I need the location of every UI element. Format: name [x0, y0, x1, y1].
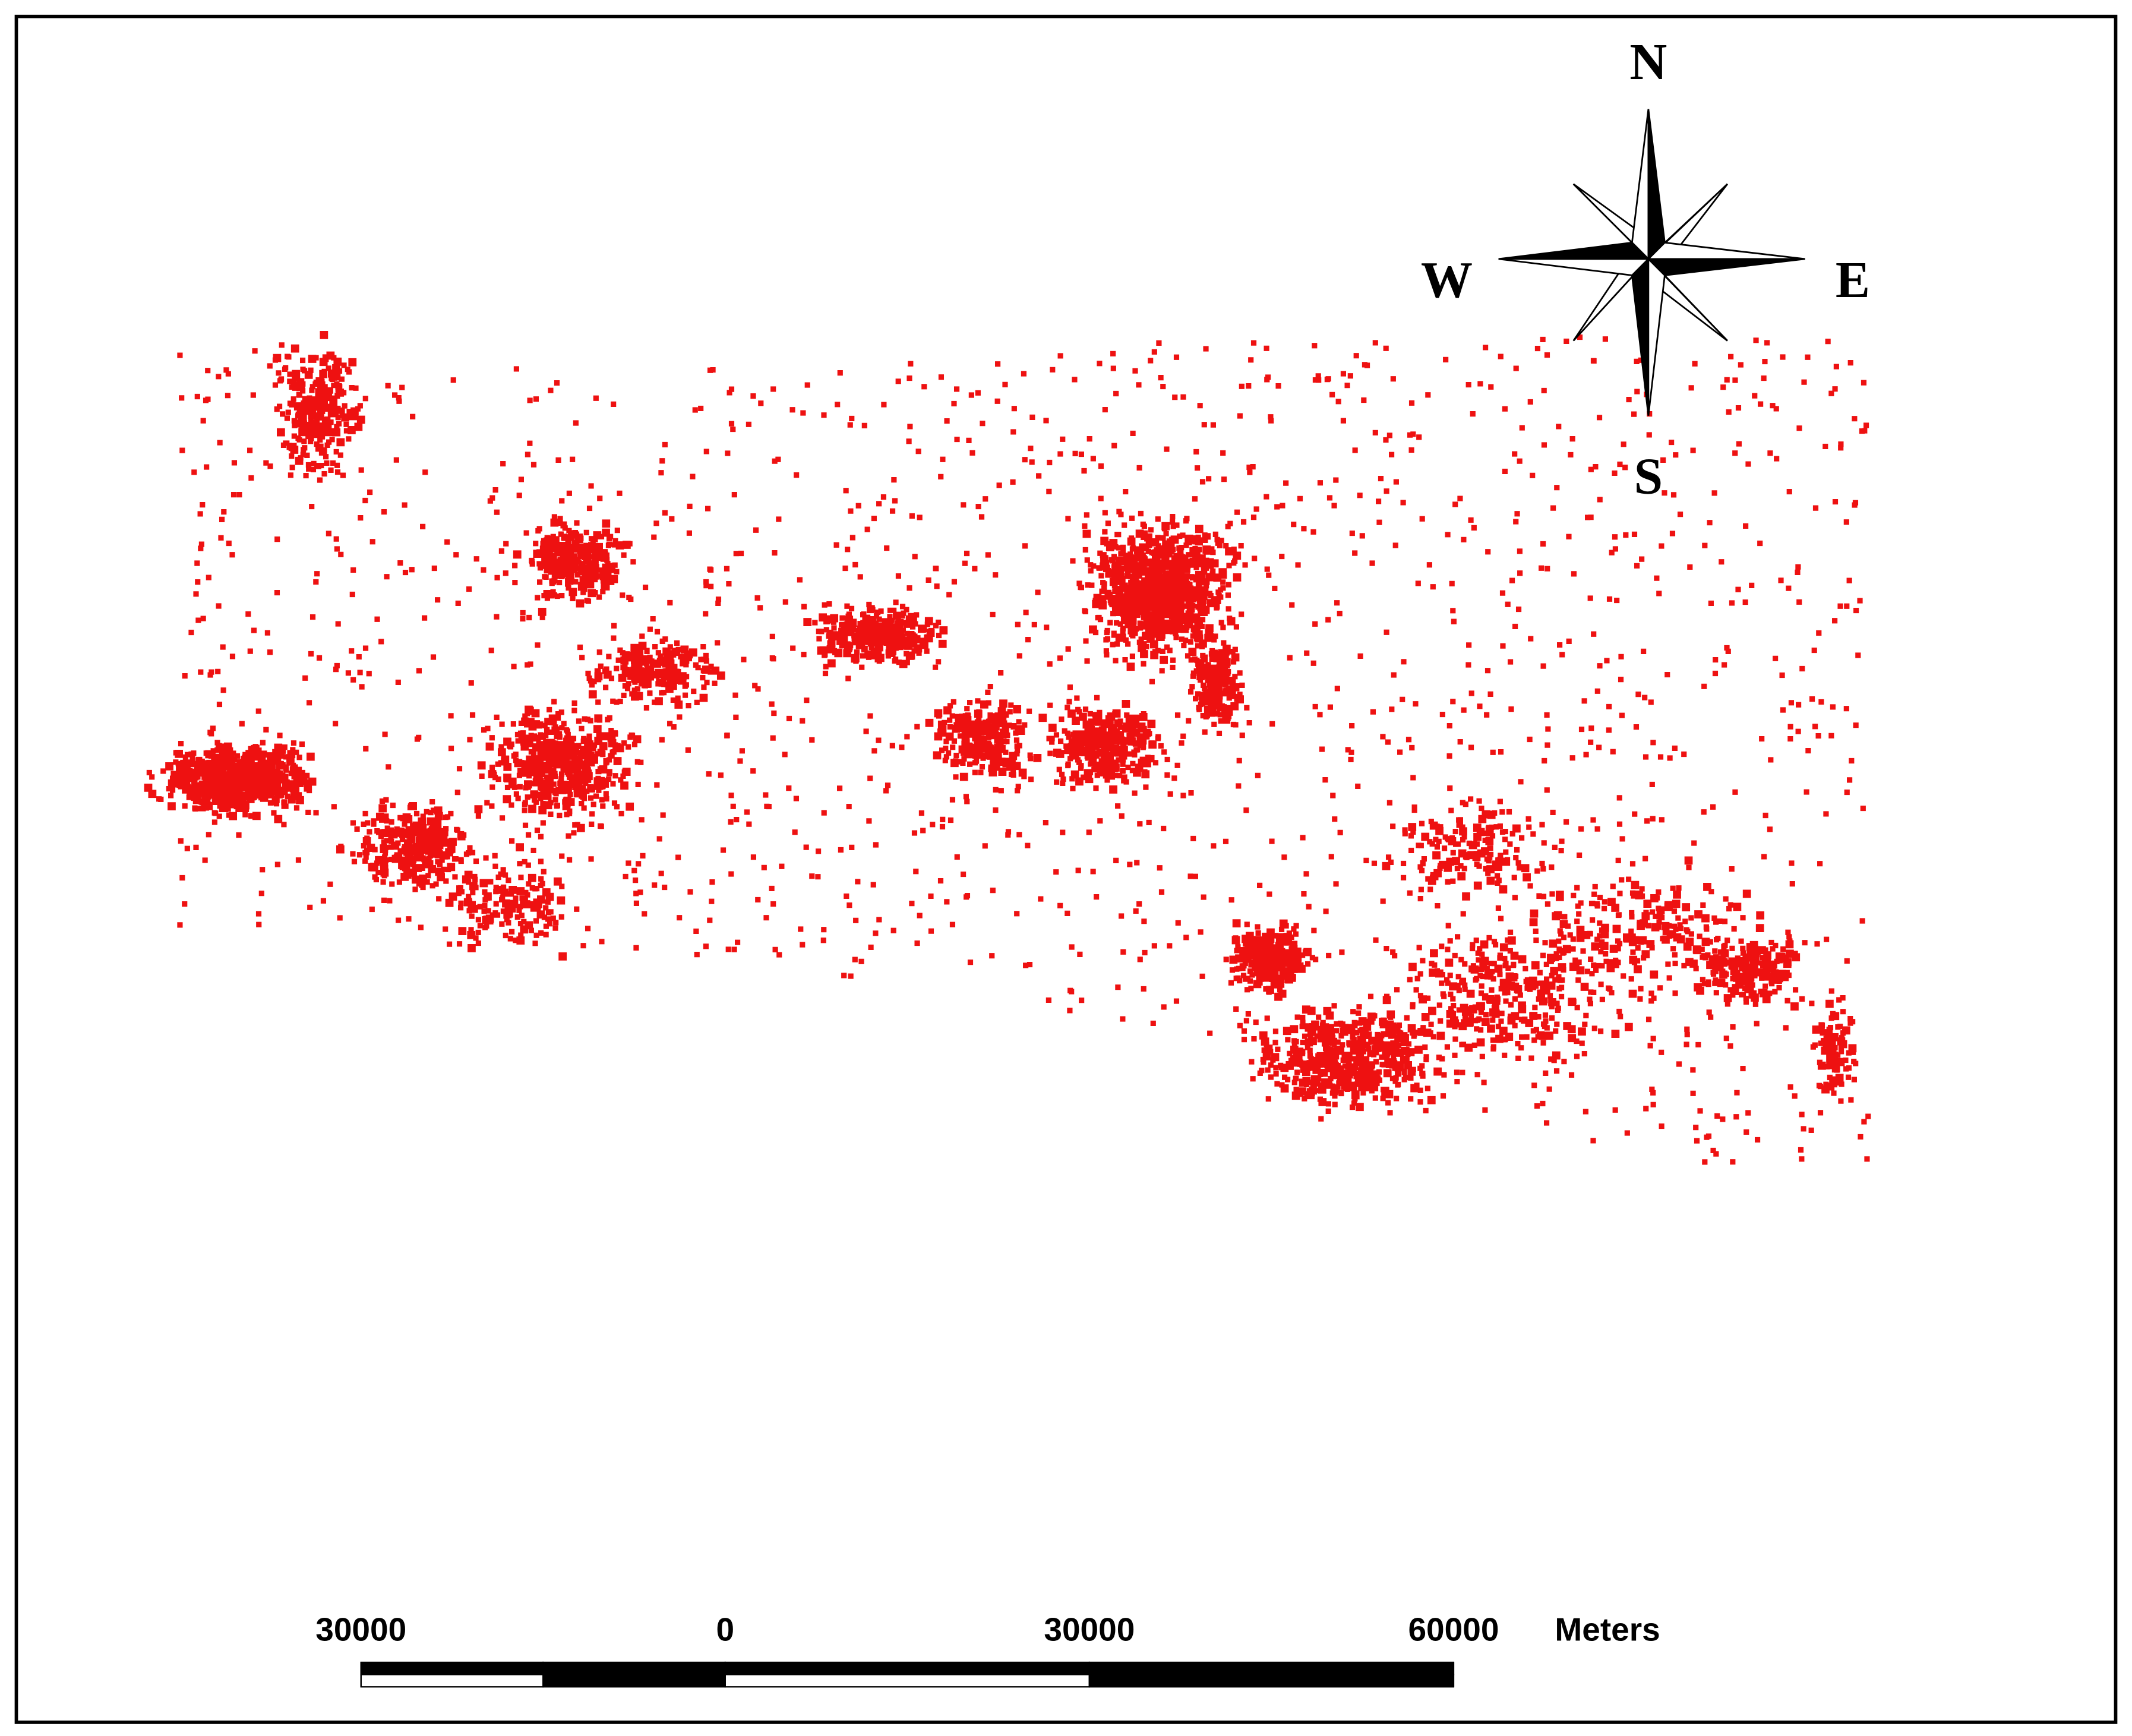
hotspot-layer — [144, 330, 1871, 1165]
hotspot-pixels — [144, 330, 1871, 1165]
scale-segment — [1088, 1674, 1455, 1688]
scale-label: 30000 — [1044, 1611, 1135, 1647]
scale-label: 30000 — [315, 1611, 406, 1647]
compass-south: S — [1634, 447, 1663, 504]
compass-east: E — [1836, 251, 1870, 308]
scale-bar: 30000 0 30000 60000 Meters — [315, 1611, 1660, 1688]
scale-segment — [724, 1661, 1091, 1675]
scale-segment — [724, 1674, 1091, 1688]
scale-label: 60000 — [1408, 1611, 1499, 1647]
scale-segment — [1088, 1661, 1455, 1675]
scale-segment — [360, 1674, 544, 1688]
compass-north: N — [1629, 33, 1667, 90]
map-frame — [14, 14, 2118, 1724]
compass-west: W — [1421, 251, 1473, 308]
scale-label: 0 — [716, 1611, 734, 1647]
scale-unit: Meters — [1555, 1611, 1660, 1647]
scale-segment — [542, 1674, 726, 1688]
scale-segment — [360, 1661, 544, 1675]
scale-segment — [542, 1661, 726, 1675]
north-arrow — [1498, 109, 1805, 416]
